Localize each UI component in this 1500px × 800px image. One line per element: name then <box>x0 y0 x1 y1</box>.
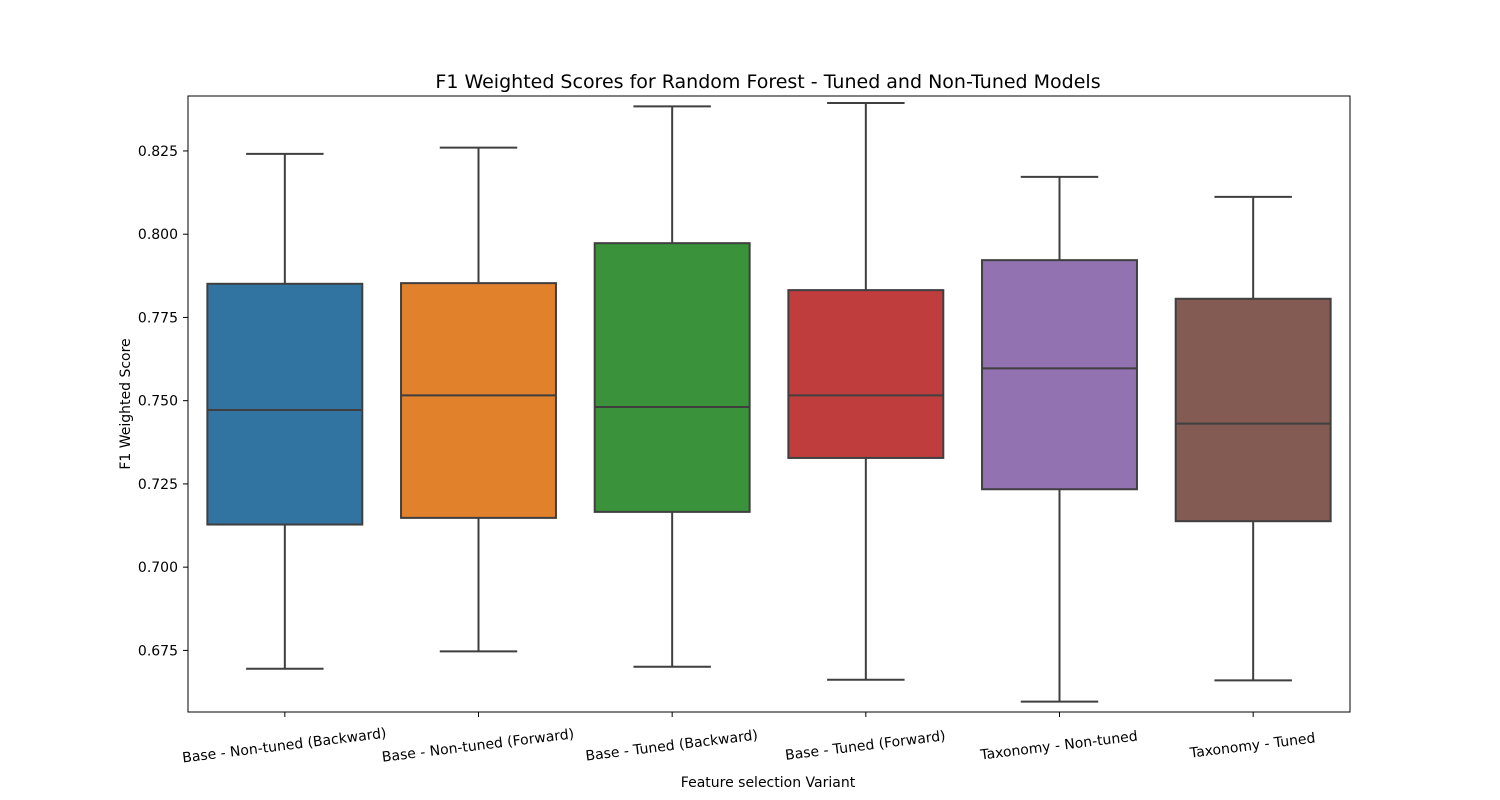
x-tick-label: Base - Non-tuned (Backward) <box>181 726 387 767</box>
x-axis-label: Feature selection Variant <box>681 775 856 791</box>
y-tick-label: 0.775 <box>138 310 178 326</box>
y-tick-label: 0.700 <box>138 560 178 576</box>
box-1 <box>206 282 364 526</box>
box-6 <box>1174 297 1332 523</box>
y-tick-label: 0.675 <box>138 643 178 659</box>
box-4 <box>787 289 945 459</box>
x-tick-label: Taxonomy - Non-tuned <box>979 728 1139 763</box>
plot-area: 0.675 0.700 0.725 0.750 0.775 0.800 0.825 Base … <box>138 95 1351 767</box>
x-tick-label: Taxonomy - Tuned <box>1188 730 1316 761</box>
y-tick-label: 0.800 <box>138 227 178 243</box>
box-5 <box>981 259 1138 491</box>
x-tick-label: Base - Tuned (Forward) <box>784 728 946 764</box>
y-tick-label: 0.750 <box>138 394 178 410</box>
y-tick-label: 0.725 <box>138 477 178 493</box>
box-3 <box>593 242 751 513</box>
x-tick-label: Base - Non-tuned (Forward) <box>381 726 575 765</box>
x-tick-label: Base - Tuned (Backward) <box>585 728 759 765</box>
axes-frame <box>187 95 1351 713</box>
box-2 <box>400 282 557 519</box>
y-axis-label: F1 Weighted Score <box>118 338 134 469</box>
y-tick-label: 0.825 <box>138 144 178 160</box>
chart-title: F1 Weighted Scores for Random Forest - T… <box>435 71 1100 93</box>
